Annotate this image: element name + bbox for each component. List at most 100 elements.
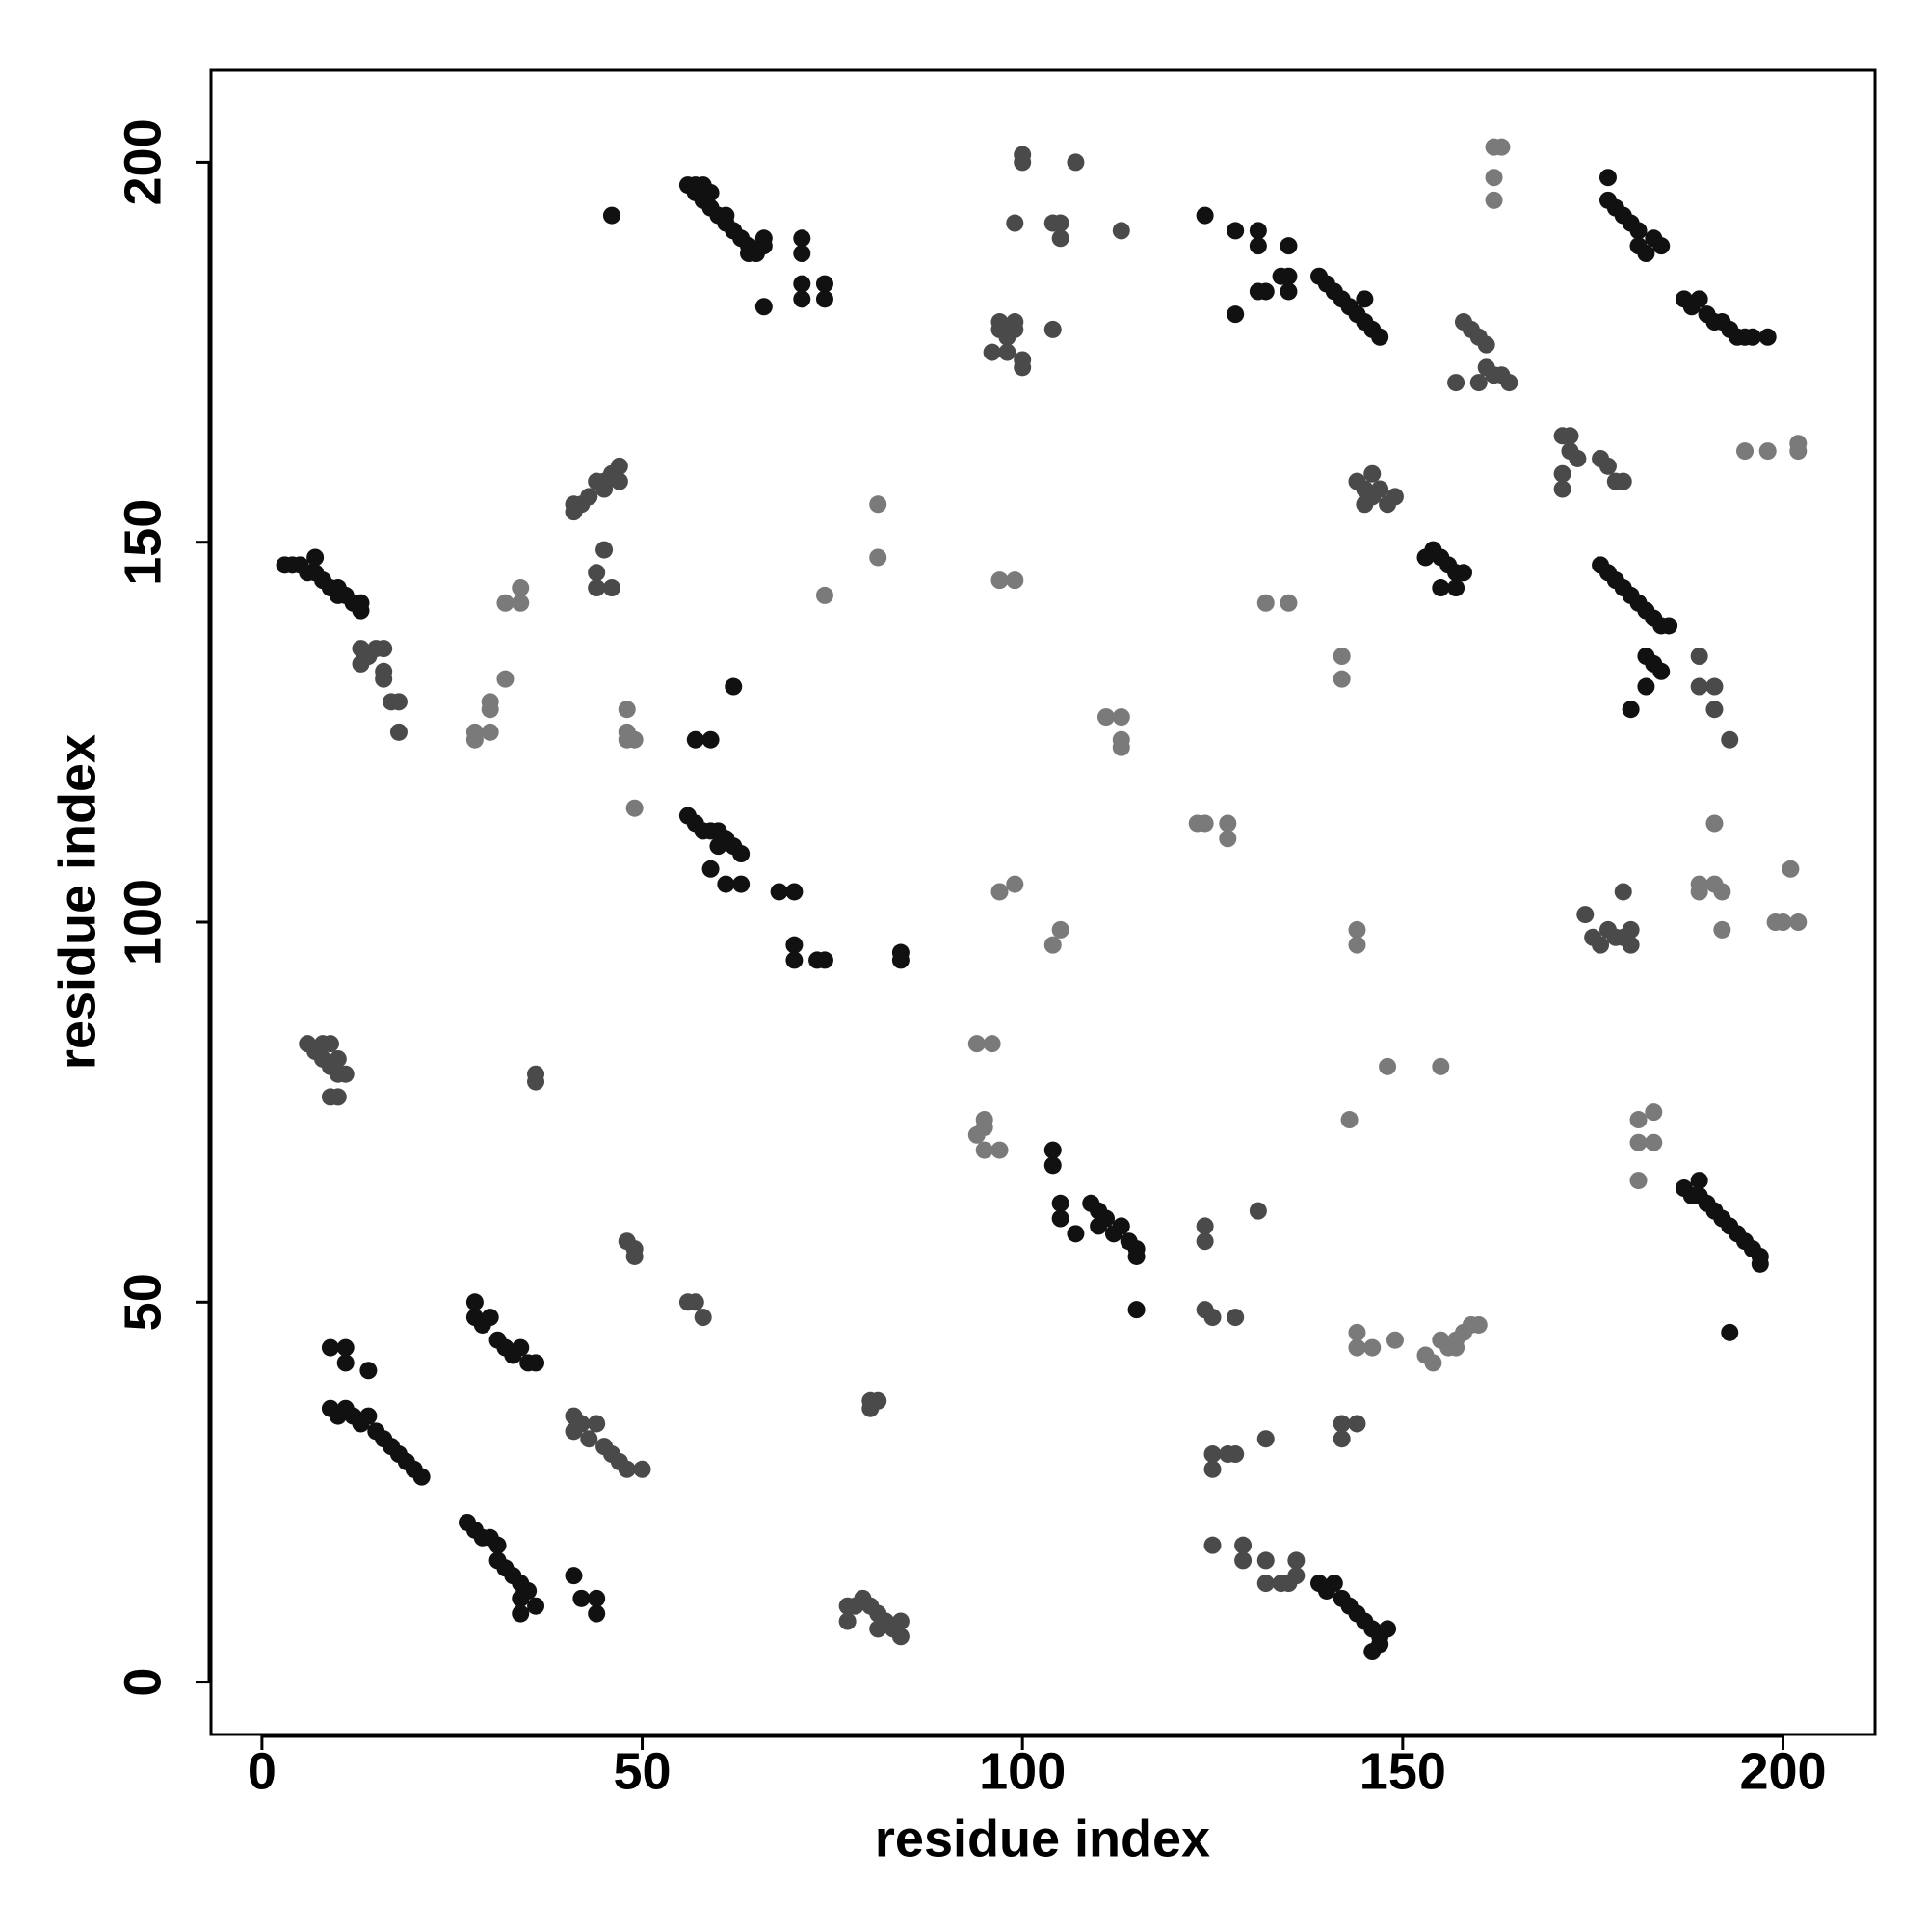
point bbox=[1097, 708, 1116, 727]
point bbox=[815, 275, 833, 293]
y-tick-label: 0 bbox=[114, 1668, 172, 1697]
point bbox=[1051, 1194, 1069, 1212]
point bbox=[793, 275, 811, 293]
point bbox=[1690, 1172, 1708, 1190]
point bbox=[329, 1088, 347, 1106]
point bbox=[1789, 913, 1808, 932]
point bbox=[625, 1247, 644, 1265]
point bbox=[602, 206, 620, 225]
point bbox=[1774, 913, 1792, 932]
point bbox=[1203, 1309, 1222, 1327]
point bbox=[891, 1628, 910, 1646]
point bbox=[1249, 222, 1267, 240]
point bbox=[572, 1589, 591, 1607]
point bbox=[1500, 374, 1518, 392]
point bbox=[1127, 1247, 1146, 1265]
point bbox=[990, 571, 1009, 590]
x-tick-label: 50 bbox=[613, 1742, 671, 1800]
point bbox=[1553, 480, 1571, 498]
point bbox=[1227, 222, 1245, 240]
point bbox=[1333, 1415, 1351, 1433]
point bbox=[967, 1125, 986, 1144]
point bbox=[725, 677, 743, 696]
y-tick-label: 100 bbox=[114, 879, 172, 966]
point bbox=[512, 594, 530, 612]
point bbox=[967, 1035, 986, 1053]
point bbox=[1006, 214, 1024, 232]
point bbox=[1629, 222, 1648, 240]
point bbox=[1227, 1309, 1245, 1327]
point bbox=[1637, 677, 1655, 696]
point bbox=[1325, 1575, 1343, 1593]
point bbox=[717, 875, 735, 893]
point bbox=[1622, 701, 1640, 719]
point bbox=[465, 730, 484, 749]
point bbox=[1348, 936, 1366, 954]
point bbox=[1356, 495, 1374, 514]
point bbox=[1485, 191, 1503, 209]
point bbox=[1705, 701, 1724, 719]
point bbox=[754, 298, 773, 316]
point bbox=[1043, 936, 1062, 954]
point bbox=[686, 1293, 704, 1311]
point bbox=[329, 1049, 347, 1068]
point bbox=[359, 1362, 378, 1380]
point bbox=[481, 1309, 499, 1327]
point bbox=[1203, 1445, 1222, 1464]
point bbox=[701, 730, 720, 749]
point bbox=[1196, 814, 1214, 833]
point bbox=[1333, 647, 1351, 665]
point bbox=[1598, 457, 1617, 475]
point bbox=[1203, 1536, 1222, 1554]
point bbox=[1637, 245, 1655, 263]
point bbox=[1721, 730, 1739, 749]
point bbox=[1690, 883, 1708, 901]
point bbox=[1256, 1430, 1275, 1448]
point bbox=[1705, 814, 1724, 833]
point bbox=[1622, 936, 1640, 954]
point bbox=[572, 1415, 591, 1433]
x-tick-label: 0 bbox=[248, 1742, 277, 1800]
point bbox=[1333, 1430, 1351, 1448]
point bbox=[815, 290, 833, 308]
point bbox=[1576, 906, 1595, 924]
point bbox=[625, 799, 644, 817]
point bbox=[990, 1141, 1009, 1159]
point bbox=[1051, 1209, 1069, 1228]
point bbox=[1014, 146, 1032, 164]
point bbox=[1371, 328, 1389, 346]
y-tick-label: 50 bbox=[114, 1273, 172, 1331]
point bbox=[1469, 374, 1488, 392]
point bbox=[580, 488, 598, 506]
point bbox=[625, 730, 644, 749]
y-tick-label: 200 bbox=[114, 119, 172, 205]
point bbox=[1690, 677, 1708, 696]
point bbox=[869, 548, 887, 567]
point bbox=[815, 951, 833, 969]
point bbox=[1363, 1338, 1382, 1357]
point bbox=[1782, 860, 1800, 878]
point bbox=[1280, 267, 1298, 285]
point bbox=[1196, 206, 1214, 225]
point bbox=[1348, 1338, 1366, 1357]
point bbox=[793, 229, 811, 248]
point bbox=[1758, 328, 1777, 346]
point bbox=[1386, 488, 1404, 506]
point bbox=[1736, 442, 1755, 461]
point bbox=[512, 1338, 530, 1357]
point bbox=[1256, 1551, 1275, 1570]
point bbox=[1043, 1156, 1062, 1175]
point bbox=[1561, 427, 1579, 445]
point bbox=[1112, 708, 1130, 727]
point bbox=[1006, 313, 1024, 331]
point bbox=[1622, 920, 1640, 939]
point bbox=[352, 594, 370, 612]
point bbox=[1348, 1415, 1366, 1433]
point bbox=[1469, 1315, 1488, 1334]
point bbox=[1227, 305, 1245, 324]
point bbox=[1203, 1460, 1222, 1478]
point bbox=[1227, 1445, 1245, 1464]
point bbox=[1280, 594, 1298, 612]
point bbox=[701, 183, 720, 201]
point bbox=[990, 313, 1009, 331]
